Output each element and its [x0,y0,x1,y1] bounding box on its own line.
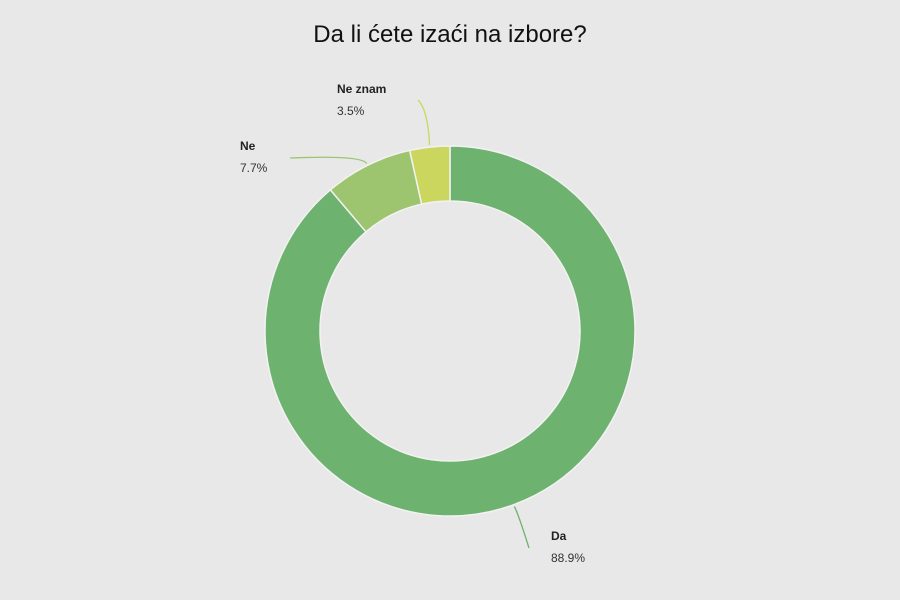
leader-line-ne-znam [417,99,431,146]
leader-line-ne [289,156,368,165]
label-name-ne-znam: Ne znam [337,82,386,96]
labels-group: Da 88.9% Ne 7.7% Ne znam 3.5% [240,82,585,565]
slice-ne-znam[interactable] [408,145,451,206]
leader-line-da [513,506,530,549]
leader-lines-group [289,99,530,549]
label-value-ne-znam: 3.5% [337,104,365,118]
label-value-ne: 7.7% [240,161,268,175]
slice-da[interactable] [264,145,636,517]
label-name-da: Da [551,529,567,543]
label-name-ne: Ne [240,139,256,153]
slices-group [264,145,636,517]
label-value-da: 88.9% [551,551,585,565]
chart-title: Da li ćete izaći na izbore? [313,21,586,48]
